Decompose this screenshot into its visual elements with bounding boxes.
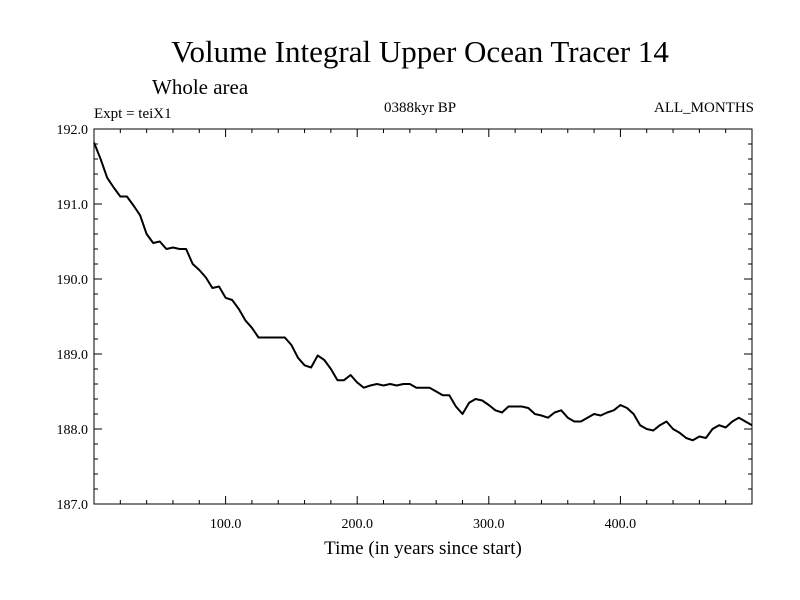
chart-subtitle: Whole area bbox=[152, 75, 249, 99]
x-tick-label: 300.0 bbox=[473, 517, 505, 532]
y-tick-label: 192.0 bbox=[57, 123, 89, 138]
x-tick-label: 100.0 bbox=[210, 517, 242, 532]
months-label: ALL_MONTHS bbox=[654, 100, 754, 116]
y-tick-label: 191.0 bbox=[57, 198, 89, 213]
y-tick-label: 189.0 bbox=[57, 348, 89, 363]
plot-frame bbox=[93, 128, 753, 505]
y-tick-marks bbox=[94, 128, 752, 505]
x-axis-title: Time (in years since start) bbox=[324, 538, 522, 559]
y-axis-labels: 187.0 188.0 189.0 190.0 191.0 192.0 bbox=[57, 123, 89, 513]
period-label: 0388kyr BP bbox=[384, 100, 456, 116]
x-tick-label: 400.0 bbox=[605, 517, 637, 532]
chart-title: Volume Integral Upper Ocean Tracer 14 bbox=[171, 34, 669, 69]
y-tick-label: 188.0 bbox=[57, 423, 89, 438]
x-tick-marks bbox=[93, 129, 753, 504]
expt-label: Expt = teiX1 bbox=[94, 106, 172, 122]
x-axis-labels: 100.0 200.0 300.0 400.0 bbox=[210, 517, 636, 532]
x-tick-label: 200.0 bbox=[341, 517, 373, 532]
y-tick-label: 190.0 bbox=[57, 273, 89, 288]
y-tick-label: 187.0 bbox=[57, 498, 89, 513]
series-line bbox=[93, 142, 753, 442]
